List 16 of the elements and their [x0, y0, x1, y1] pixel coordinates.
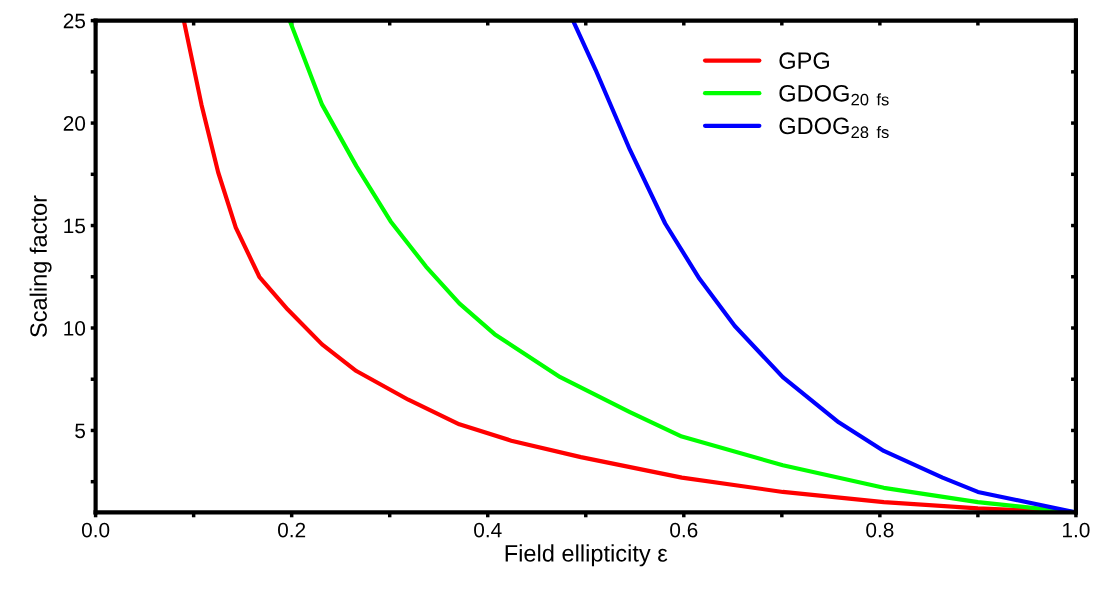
y-tick-label: 20 — [63, 116, 86, 131]
y-tick-label: 5 — [75, 423, 86, 439]
y-tick-label: 25 — [63, 13, 86, 29]
x-tick-label: 0.0 — [81, 522, 110, 538]
y-tick-label: 10 — [64, 321, 86, 336]
x-tick-label: 0.6 — [670, 522, 698, 538]
x-axis-title: Field ellipticity ε — [505, 544, 668, 567]
y-axis-title: Scaling factor — [29, 195, 52, 337]
legend-label: GPG — [779, 52, 829, 70]
legend-label: GDOG$_{28 fs}$ — [779, 117, 889, 139]
x-tick-label: 1.0 — [1063, 522, 1090, 538]
x-tick-label: 0.4 — [474, 522, 502, 538]
y-tick-label: 15 — [64, 218, 86, 234]
legend-label: GDOG$_{20 fs}$ — [779, 84, 889, 106]
x-tick-label: 0.2 — [278, 522, 306, 538]
x-tick-label: 0.8 — [866, 522, 894, 538]
